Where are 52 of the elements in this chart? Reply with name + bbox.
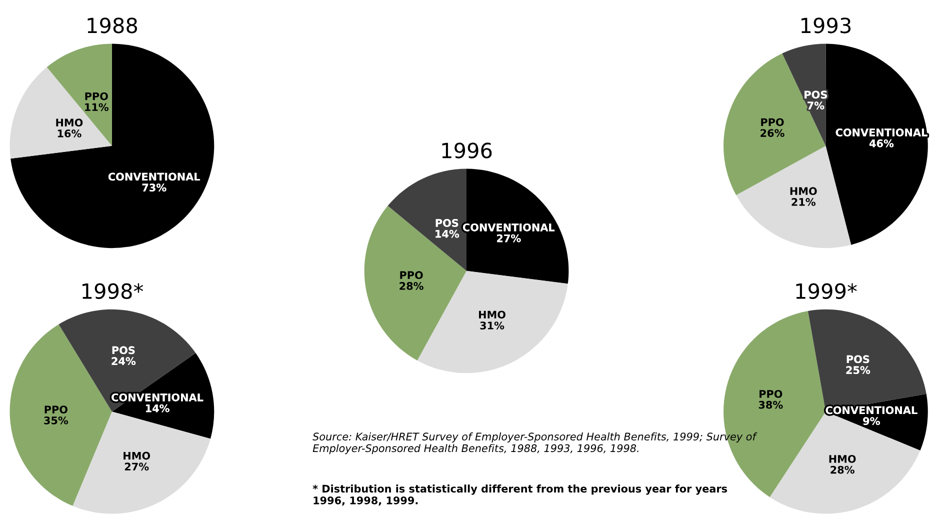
slice-label: HMO (124, 452, 150, 460)
slice-label: CONVENTIONAL (836, 128, 928, 136)
data-label: 7% (808, 102, 824, 110)
data-label: 73% (142, 184, 166, 192)
data-label: 26% (760, 129, 784, 137)
slice-label: POS (436, 219, 458, 227)
chart-title: 1998* (82, 283, 144, 300)
data-label: 14% (146, 404, 170, 412)
slice-label: HMO (479, 310, 506, 319)
data-label: 24% (112, 357, 136, 366)
chart-title: 1988 (88, 18, 138, 34)
slice-label: POS (112, 346, 135, 354)
pie-slice (10, 44, 214, 248)
data-label: 27% (124, 462, 149, 471)
data-label: 16% (58, 130, 82, 138)
pie-slice (724, 53, 826, 196)
chart-title: 1999* (796, 283, 857, 300)
data-label: 27% (497, 234, 521, 242)
pie-slice (46, 44, 112, 146)
slice-label: PPO (760, 390, 782, 398)
data-label: 14% (436, 230, 460, 238)
slice-label: HMO (56, 118, 83, 127)
slice-label: PPO (400, 271, 423, 280)
slice-label: POS (846, 355, 870, 364)
pie-slice (10, 67, 112, 159)
data-label: 38% (758, 400, 783, 409)
slice-label: CONVENTIONAL (112, 393, 204, 402)
pie-slice (72, 412, 210, 514)
data-label: 21% (792, 198, 816, 206)
slice-label: POS (804, 90, 827, 99)
data-label: 28% (830, 466, 854, 474)
slice-label: PPO (85, 92, 108, 100)
data-label: 31% (480, 322, 504, 330)
data-label: 46% (869, 139, 894, 148)
text: * Distribution is statistically different from the previous year for years 1996, 1998, 1999. (312, 484, 728, 506)
data-label: 9% (863, 417, 880, 426)
data-label: 11% (85, 103, 109, 112)
data-label: 25% (846, 366, 870, 374)
chart-title: 1996 (442, 142, 492, 158)
pie-slice (736, 146, 852, 248)
slice-label: HMO (829, 454, 856, 463)
chart-title: 1993 (801, 18, 851, 34)
slice-label: PPO (44, 406, 68, 414)
slice-label: PPO (761, 118, 784, 126)
data-label: 35% (44, 416, 68, 424)
data-label: 28% (400, 282, 424, 290)
pie-slice (826, 44, 928, 245)
slice-label: HMO (790, 187, 817, 196)
slice-label: CONVENTIONAL (108, 172, 200, 181)
slice-label: CONVENTIONAL (826, 406, 918, 414)
slice-label: CONVENTIONAL (462, 223, 555, 232)
pie-slice (10, 324, 112, 506)
